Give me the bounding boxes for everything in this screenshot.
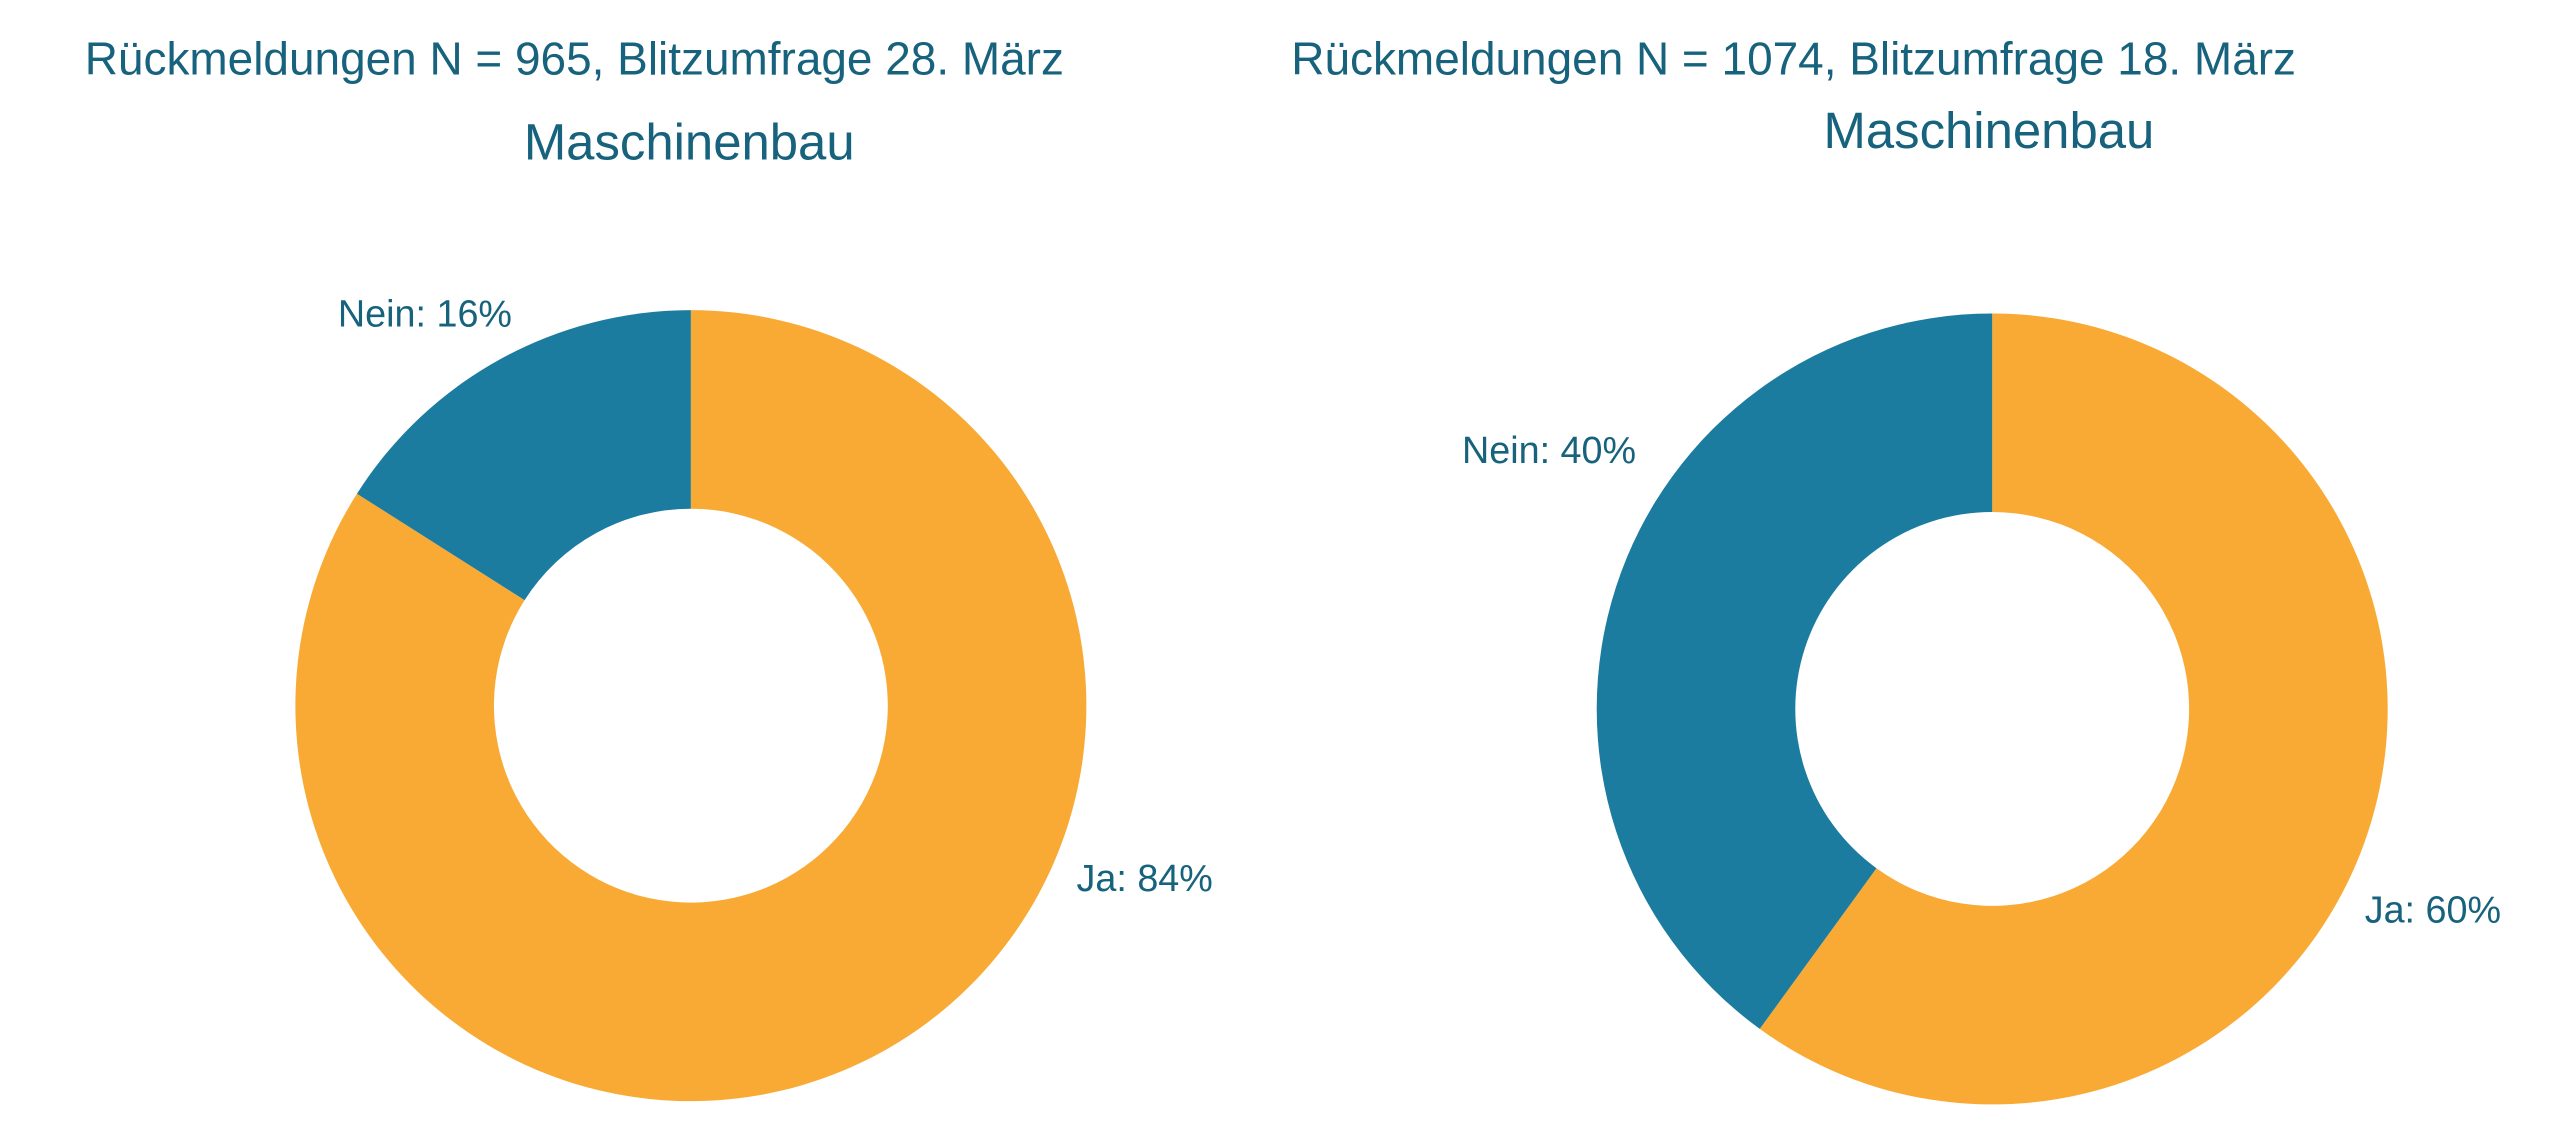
data-label: Ja: 60%: [2365, 888, 2501, 930]
data-label: Ja: 84%: [1077, 857, 1213, 899]
chart-subtitle: Maschinenbau: [524, 114, 855, 171]
donut-slice: [1596, 313, 1993, 1029]
chart-title: Rückmeldungen N = 1074, Blitzumfrage 18.…: [1291, 33, 2296, 85]
data-label: Nein: 40%: [1462, 429, 1636, 471]
chart-subtitle: Maschinenbau: [1824, 102, 2155, 159]
chart-title: Rückmeldungen N = 965, Blitzumfrage 28. …: [85, 33, 1064, 85]
donut-slice: [356, 310, 691, 601]
donut-slice: [1759, 313, 2388, 1105]
donut-slice: [295, 310, 1087, 1102]
data-label: Nein: 16%: [338, 293, 512, 335]
